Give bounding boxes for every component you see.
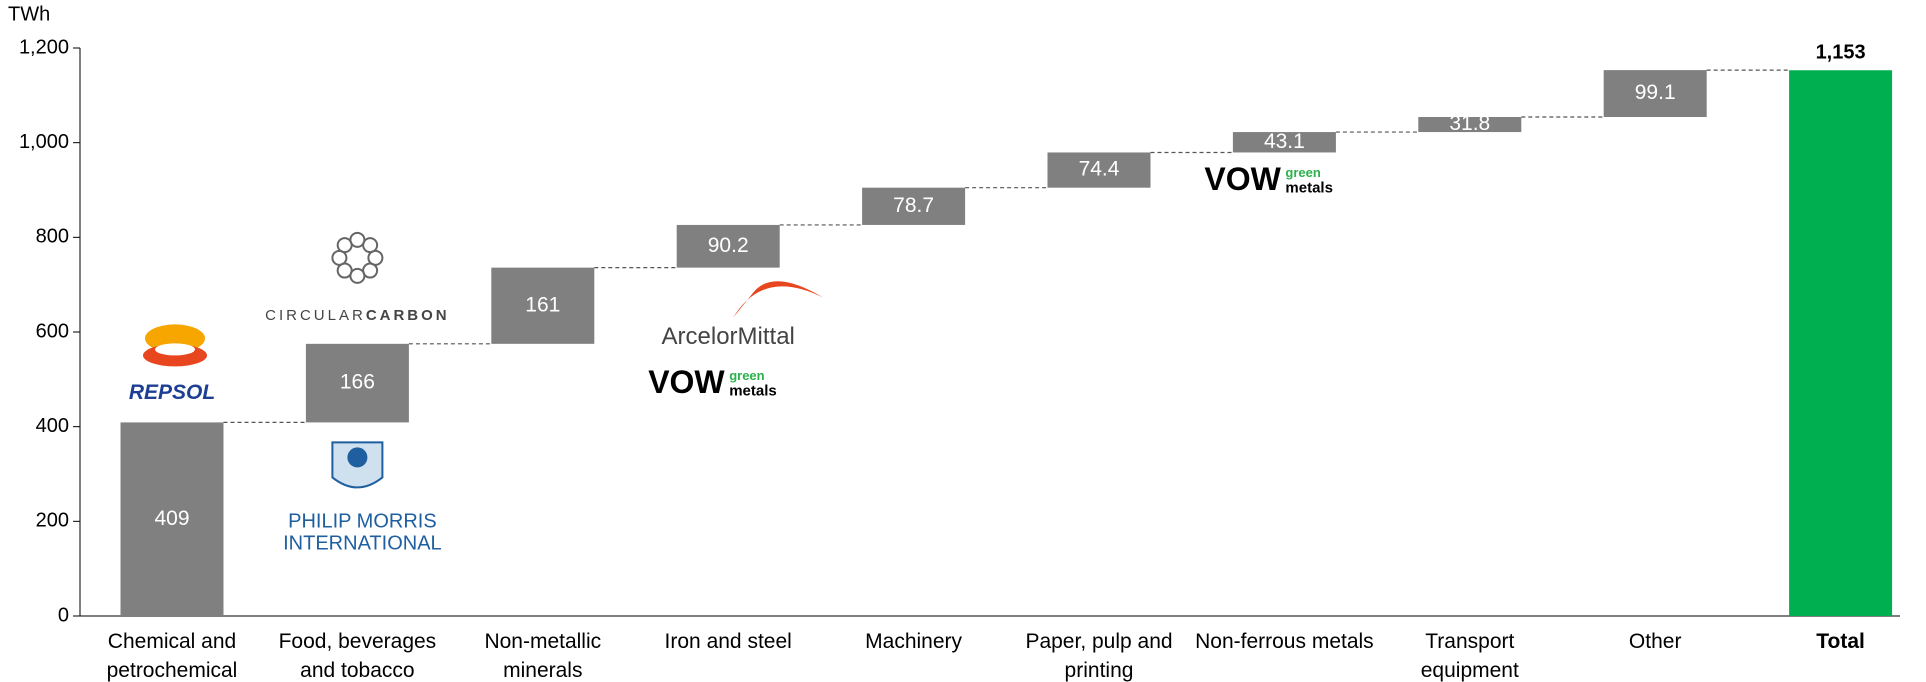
logo-repsol: REPSOL	[129, 324, 215, 404]
bar	[862, 187, 966, 225]
logo-text: VOW	[648, 364, 725, 400]
value-label: 31.8	[1449, 112, 1490, 135]
value-label: 161	[525, 293, 560, 316]
y-tick-label: 800	[36, 226, 69, 248]
bar	[1047, 152, 1151, 188]
logo-text: metals	[729, 383, 777, 400]
x-tick-label: Transport equipment	[1420, 630, 1519, 682]
logo-text: INTERNATIONAL	[283, 533, 442, 555]
logo-text: metals	[1285, 179, 1333, 196]
bar	[1232, 132, 1336, 153]
logo-text-part: CIRCULAR	[265, 307, 366, 324]
value-label: 409	[154, 507, 189, 530]
y-unit: TWh	[8, 3, 50, 25]
logo-text: green	[729, 368, 764, 383]
value-label: 43.1	[1264, 130, 1305, 153]
value-label: 78.7	[893, 194, 934, 217]
value-label: 1,153	[1816, 42, 1866, 64]
logo-text: green	[1285, 165, 1320, 180]
logo-icon	[733, 281, 824, 318]
bar	[305, 343, 409, 423]
value-label: 74.4	[1079, 158, 1120, 181]
bar	[1418, 117, 1522, 133]
logo-text: ArcelorMittal	[662, 323, 795, 350]
x-tick-label: Machinery	[865, 630, 963, 653]
x-tick-label: Chemical and petrochemical	[106, 630, 238, 682]
logo-circular-carbon: CIRCULARCARBON	[265, 231, 450, 324]
value-label: 166	[340, 371, 375, 394]
x-tick-label: Non-ferrous metals	[1195, 630, 1374, 653]
x-tick-label: Non-metallic minerals	[484, 630, 602, 682]
y-tick-label: 400	[36, 415, 69, 437]
logo-text: VOW	[1204, 161, 1281, 197]
x-tick-label: Other	[1628, 630, 1682, 653]
x-tick-label: Paper, pulp and printing	[1025, 630, 1173, 682]
bar	[1789, 70, 1893, 617]
logo-arcelormittal: ArcelorMittal	[662, 281, 824, 350]
bar	[120, 422, 224, 616]
x-tick-label: Total	[1816, 630, 1865, 653]
logo-text: REPSOL	[129, 381, 215, 404]
x-tick-label: Food, beverages and tobacco	[278, 630, 437, 682]
logo-text: PHILIP MORRIS	[288, 511, 437, 533]
value-label: 99.1	[1635, 81, 1676, 104]
logo-icon	[362, 237, 379, 254]
logo-icon	[145, 324, 205, 353]
y-tick-label: 200	[36, 510, 69, 532]
y-tick-label: 600	[36, 320, 69, 342]
bar	[676, 224, 780, 268]
logo-icon	[155, 343, 195, 356]
x-tick-label: Iron and steel	[664, 630, 792, 653]
logo-icon	[347, 447, 368, 468]
y-tick-label: 1,000	[19, 131, 69, 153]
bar	[491, 267, 595, 344]
value-label: 90.2	[708, 234, 749, 257]
logo-text-part: CARBON	[366, 307, 450, 324]
y-tick-label: 0	[58, 604, 69, 626]
logo-text: CIRCULARCARBON	[265, 307, 450, 324]
y-tick-label: 1,200	[19, 36, 69, 58]
bar	[1603, 70, 1707, 118]
